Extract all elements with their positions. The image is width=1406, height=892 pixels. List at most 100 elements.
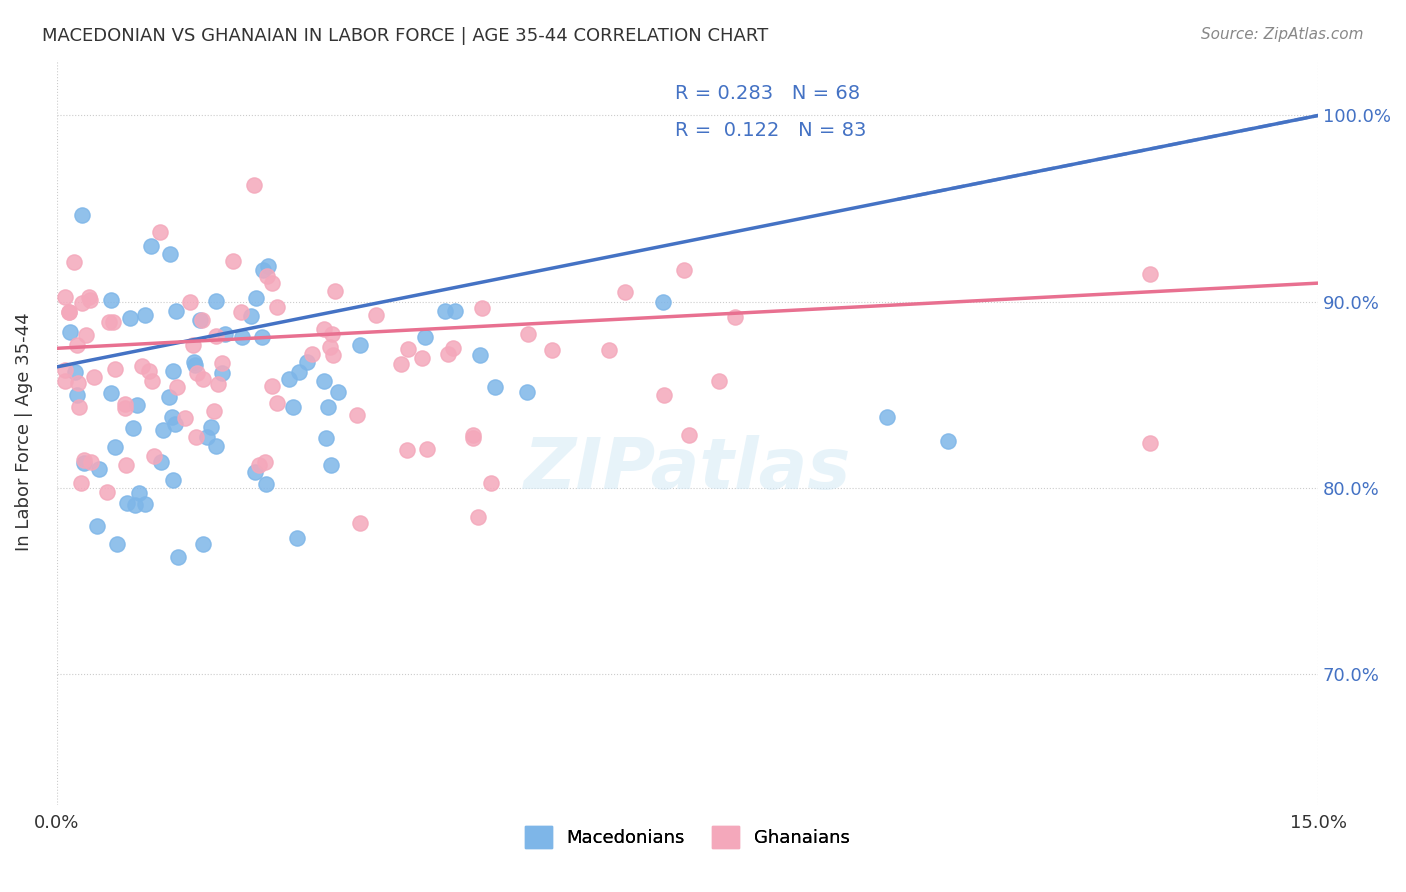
Point bbox=[936, 434, 959, 449]
Point bbox=[253, 455, 276, 469]
Point bbox=[86, 519, 108, 533]
Point bbox=[479, 475, 502, 490]
Point bbox=[441, 341, 464, 355]
Point bbox=[72, 208, 94, 222]
Point bbox=[191, 372, 214, 386]
Point bbox=[349, 516, 371, 531]
Point bbox=[461, 428, 484, 442]
Point bbox=[205, 439, 228, 453]
Point bbox=[195, 430, 218, 444]
Point bbox=[165, 417, 187, 431]
Point bbox=[58, 305, 80, 319]
Point bbox=[243, 465, 266, 479]
Point bbox=[73, 453, 96, 467]
Point bbox=[285, 531, 308, 545]
Point bbox=[239, 309, 262, 323]
Point bbox=[516, 384, 538, 399]
Point bbox=[186, 366, 208, 380]
Point bbox=[229, 305, 252, 319]
Y-axis label: In Labor Force | Age 35-44: In Labor Force | Age 35-44 bbox=[15, 313, 32, 551]
Point bbox=[323, 284, 346, 298]
Point bbox=[104, 362, 127, 376]
Point bbox=[723, 310, 745, 324]
Point bbox=[318, 340, 340, 354]
Point bbox=[256, 269, 278, 284]
Point bbox=[58, 325, 80, 339]
Point bbox=[257, 259, 280, 273]
Point bbox=[53, 363, 76, 377]
Point bbox=[876, 409, 898, 424]
Point bbox=[75, 328, 97, 343]
Point bbox=[413, 329, 436, 343]
Point bbox=[321, 458, 343, 472]
Legend: Macedonians, Ghanaians: Macedonians, Ghanaians bbox=[517, 819, 856, 855]
Point bbox=[346, 408, 368, 422]
Point bbox=[652, 295, 675, 310]
Point bbox=[134, 309, 156, 323]
Point bbox=[100, 293, 122, 307]
Point bbox=[328, 384, 350, 399]
Point bbox=[322, 348, 344, 362]
Point bbox=[87, 462, 110, 476]
Point bbox=[149, 225, 172, 239]
Point bbox=[673, 262, 696, 277]
Point bbox=[260, 276, 283, 290]
Point bbox=[678, 427, 700, 442]
Point bbox=[200, 420, 222, 434]
Point bbox=[316, 400, 339, 414]
Point bbox=[389, 357, 412, 371]
Point bbox=[1139, 267, 1161, 281]
Point bbox=[188, 312, 211, 326]
Point bbox=[247, 458, 270, 472]
Point bbox=[152, 423, 174, 437]
Text: ZIPatlas: ZIPatlas bbox=[523, 435, 851, 504]
Point bbox=[205, 294, 228, 309]
Point bbox=[63, 254, 86, 268]
Point bbox=[162, 364, 184, 378]
Point bbox=[461, 431, 484, 445]
Point bbox=[138, 364, 160, 378]
Point bbox=[416, 442, 439, 457]
Point bbox=[266, 300, 288, 314]
Point bbox=[443, 303, 465, 318]
Point bbox=[396, 342, 419, 356]
Point bbox=[114, 401, 136, 416]
Point bbox=[128, 486, 150, 500]
Point bbox=[72, 456, 94, 470]
Point bbox=[79, 293, 101, 307]
Point bbox=[278, 371, 301, 385]
Point bbox=[69, 476, 91, 491]
Point bbox=[349, 338, 371, 352]
Point bbox=[516, 327, 538, 342]
Point bbox=[66, 388, 89, 402]
Point bbox=[484, 380, 506, 394]
Point bbox=[260, 379, 283, 393]
Point bbox=[252, 263, 274, 277]
Point bbox=[97, 315, 120, 329]
Point bbox=[139, 239, 162, 253]
Point bbox=[165, 304, 187, 318]
Text: R =  0.122   N = 83: R = 0.122 N = 83 bbox=[675, 121, 866, 140]
Point bbox=[598, 343, 620, 358]
Point bbox=[301, 347, 323, 361]
Point bbox=[231, 329, 253, 343]
Point bbox=[66, 338, 89, 352]
Point bbox=[162, 409, 184, 424]
Point bbox=[104, 440, 127, 454]
Point bbox=[58, 305, 80, 319]
Point bbox=[191, 536, 214, 550]
Point bbox=[96, 485, 118, 500]
Point bbox=[364, 309, 387, 323]
Point bbox=[468, 348, 491, 362]
Point bbox=[434, 304, 457, 318]
Point bbox=[105, 536, 128, 550]
Point bbox=[162, 473, 184, 487]
Point bbox=[118, 310, 141, 325]
Point bbox=[245, 291, 267, 305]
Point bbox=[467, 509, 489, 524]
Point bbox=[614, 285, 637, 300]
Text: R = 0.283   N = 68: R = 0.283 N = 68 bbox=[675, 84, 860, 103]
Point bbox=[103, 315, 125, 329]
Point bbox=[53, 289, 76, 303]
Point bbox=[191, 313, 214, 327]
